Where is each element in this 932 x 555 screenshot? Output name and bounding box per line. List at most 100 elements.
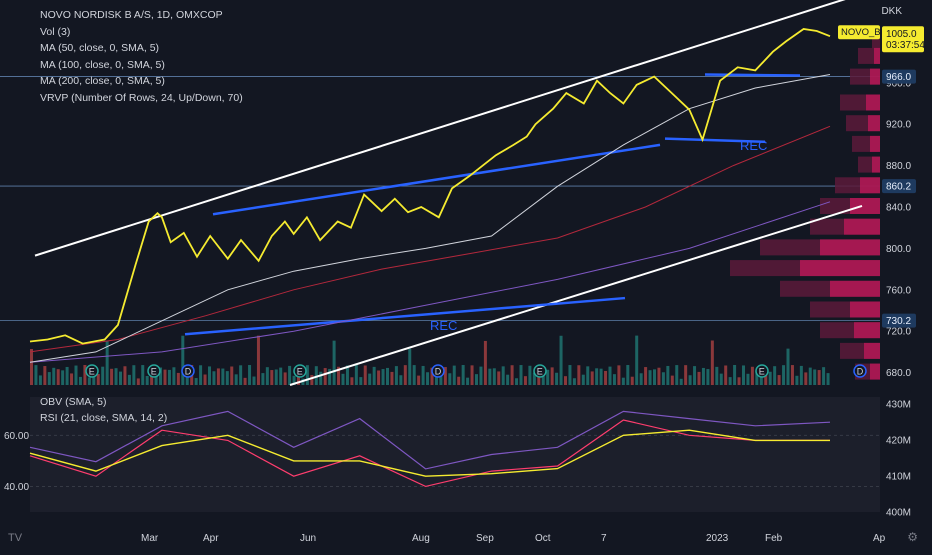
volume-bar [65, 366, 69, 385]
volume-bar [283, 372, 287, 385]
volume-bar [359, 377, 363, 385]
volume-bar [666, 365, 670, 385]
volume-bar [795, 375, 799, 385]
gear-icon[interactable]: ⚙ [907, 530, 918, 544]
time-tick-label: 7 [601, 533, 607, 544]
price-tick-label: 720.0 [886, 327, 911, 338]
volume-bar [288, 365, 292, 385]
volume-bar [519, 365, 523, 385]
volume-bar [648, 370, 652, 385]
volume-bar [341, 373, 345, 385]
volume-bar [626, 365, 630, 385]
event-marker-label: E [297, 367, 303, 377]
countdown-label: 03:37:54 [886, 40, 925, 51]
volume-profile-row-up [870, 68, 880, 85]
volume-bar [706, 369, 710, 385]
time-tick-label: Feb [765, 533, 783, 544]
level-badge [882, 313, 916, 328]
volume-bar [466, 377, 470, 385]
price-tick-label: 680.0 [886, 368, 911, 379]
price-axis [880, 0, 932, 550]
volume-bar [782, 365, 786, 385]
volume-bar [822, 367, 826, 385]
volume-bar [617, 365, 621, 385]
time-tick-label: Apr [203, 533, 219, 544]
volume-bar [497, 371, 501, 385]
trendline-upper [34, 0, 846, 257]
volume-profile-row-up [854, 322, 880, 339]
volume-bar [768, 371, 772, 385]
volume-bar [412, 365, 416, 385]
obv-tick-label: 410M [886, 472, 911, 483]
volume-bar [755, 370, 759, 385]
volume-bar [826, 373, 830, 385]
volume-bar [528, 365, 532, 385]
volume-bar [452, 365, 456, 385]
volume-bar [47, 372, 51, 385]
lower-pane-legend: OBV (SMA, 5) RSI (21, close, SMA, 14, 2) [40, 394, 167, 426]
volume-bar [657, 367, 661, 385]
volume-bar [345, 365, 349, 385]
volume-bar [96, 373, 100, 385]
volume-bar [599, 368, 603, 385]
event-marker-label: E [759, 367, 765, 377]
volume-bar [639, 373, 643, 385]
time-tick-label: Mar [141, 533, 159, 544]
level-badge-label: 966.0 [886, 72, 911, 83]
volume-bar [305, 365, 309, 385]
volume-bar [710, 340, 714, 385]
volume-bar [515, 378, 519, 385]
volume-bar [461, 365, 465, 385]
volume-bar [230, 366, 234, 385]
volume-bar [523, 376, 527, 385]
event-marker-label: D [857, 367, 864, 377]
event-marker [293, 364, 307, 378]
volume-bar [381, 369, 385, 385]
event-marker [853, 364, 867, 378]
volume-bar [546, 369, 550, 385]
level-badge-label: 730.2 [886, 316, 911, 327]
indicator-rsi[interactable]: RSI (21, close, SMA, 14, 2) [40, 412, 168, 424]
volume-bar [470, 365, 474, 385]
volume-bar [577, 365, 581, 385]
volume-bar [586, 366, 590, 385]
volume-bar [510, 365, 514, 385]
indicator-obv[interactable]: OBV (SMA, 5) [40, 396, 107, 408]
currency-label: DKK [881, 6, 902, 17]
obv-tick-label: 430M [886, 400, 911, 411]
event-marker [431, 364, 445, 378]
volume-bar [443, 367, 447, 385]
rec-label: REC [740, 138, 767, 153]
volume-bar [350, 377, 354, 385]
volume-bar [56, 369, 60, 385]
volume-bar [212, 371, 216, 385]
volume-bar [256, 335, 260, 385]
symbol-badge [838, 25, 880, 40]
price-tick-label: 800.0 [886, 244, 911, 255]
volume-profile-row-up [844, 218, 880, 235]
symbol-badge-label: NOVO_B [841, 27, 881, 38]
level-badge-label: 860.2 [886, 182, 911, 193]
volume-bar [457, 376, 461, 385]
price-tick-label: 920.0 [886, 120, 911, 131]
volume-bar [403, 365, 407, 385]
event-marker [755, 364, 769, 378]
volume-bar [110, 368, 114, 385]
volume-bar [532, 372, 536, 385]
volume-bar [635, 335, 639, 385]
volume-bar [733, 365, 737, 385]
volume-bar [132, 365, 136, 385]
volume-bar [372, 366, 376, 385]
tradingview-logo[interactable]: TV [8, 532, 23, 544]
volume-profile-row-up [850, 197, 880, 214]
event-marker [85, 364, 99, 378]
volume-bar [488, 368, 492, 385]
series-price-line [29, 28, 831, 345]
volume-bar [630, 376, 634, 385]
volume-bar [697, 371, 701, 385]
volume-bar [154, 372, 158, 385]
volume-bar [555, 372, 559, 385]
volume-profile-row-up [868, 115, 880, 132]
